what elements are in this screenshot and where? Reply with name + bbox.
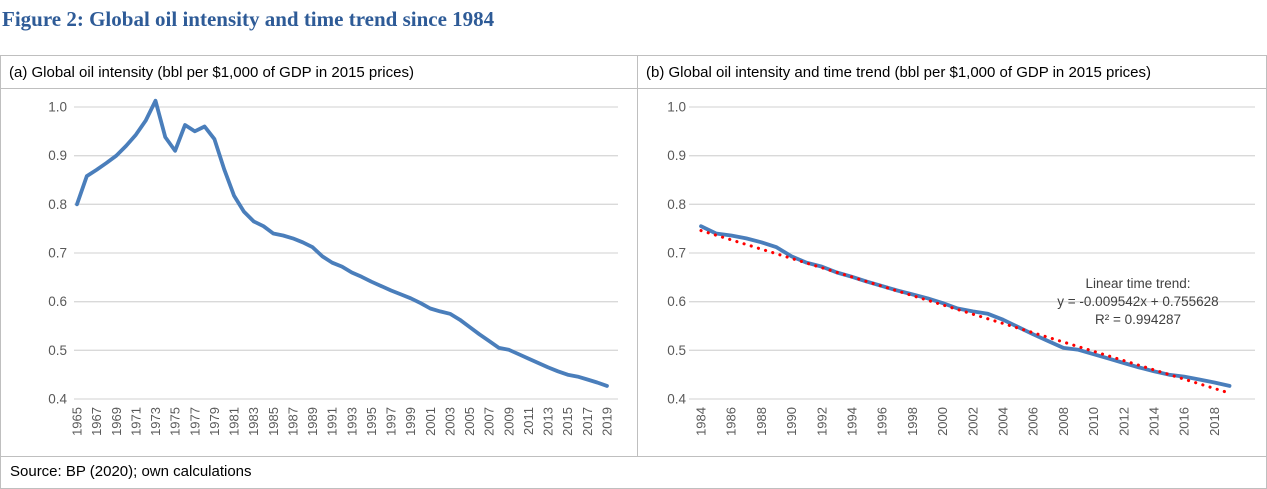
x-tick-label: 1999 (403, 407, 418, 436)
y-tick-label: 0.4 (48, 392, 67, 407)
x-tick-label: 2006 (1026, 407, 1041, 436)
chart-box: (a) Global oil intensity (bbl per $1,000… (0, 55, 1267, 489)
figure-title: Figure 2: Global oil intensity and time … (2, 7, 495, 31)
x-tick-label: 2007 (482, 407, 497, 436)
y-axis-labels: 1.0 0.9 0.8 0.7 0.6 0.5 0.4 (667, 100, 686, 407)
trend-annotation-line: R² = 0.994287 (1095, 312, 1181, 327)
x-tick-label: 1998 (905, 407, 920, 436)
x-tick-label: 1997 (384, 407, 399, 436)
x-tick-label: 1981 (227, 407, 242, 436)
x-tick-label: 1979 (207, 407, 222, 436)
trend-annotation: Linear time trend: y = -0.009542x + 0.755… (1057, 276, 1218, 327)
y-tick-label: 0.5 (48, 343, 67, 358)
x-tick-label: 2011 (521, 407, 536, 435)
x-tick-label: 2003 (442, 407, 457, 436)
x-tick-label: 1994 (845, 407, 860, 436)
y-tick-label: 0.4 (667, 392, 686, 407)
x-tick-label: 1986 (724, 407, 739, 436)
trend-annotation-line: y = -0.009542x + 0.755628 (1057, 294, 1218, 309)
source-note: Source: BP (2020); own calculations (1, 456, 1266, 487)
x-tick-label: 2005 (462, 407, 477, 436)
trend-line (699, 229, 1232, 395)
y-tick-label: 0.7 (48, 246, 67, 261)
x-tick-label: 1996 (875, 407, 890, 436)
y-tick-label: 0.8 (48, 197, 67, 212)
x-axis-labels: 1965 1967 1969 1971 1973 1975 1977 1979 1981 1983… (70, 407, 615, 436)
x-tick-label: 2018 (1207, 407, 1222, 436)
intensity-line (699, 224, 1232, 388)
panels-row: (a) Global oil intensity (bbl per $1,000… (1, 56, 1266, 456)
panel-a: (a) Global oil intensity (bbl per $1,000… (1, 56, 637, 456)
y-tick-label: 0.8 (667, 197, 686, 212)
intensity-line (75, 98, 609, 388)
x-tick-label: 2008 (1056, 407, 1071, 436)
panel-divider (637, 56, 638, 456)
x-tick-label: 2002 (965, 407, 980, 436)
y-tick-label: 1.0 (48, 100, 67, 115)
x-tick-label: 1969 (109, 407, 124, 436)
x-axis-labels: 1984 1986 1988 1990 1992 1994 1996 1998 2000 2002… (694, 407, 1222, 436)
panel-a-title: (a) Global oil intensity (bbl per $1,000… (1, 56, 637, 89)
x-tick-label: 1992 (814, 407, 829, 436)
x-tick-label: 1991 (325, 407, 340, 436)
x-tick-label: 1977 (187, 407, 202, 436)
x-tick-label: 2012 (1116, 407, 1131, 436)
x-tick-label: 2014 (1147, 407, 1162, 436)
x-tick-label: 2004 (996, 407, 1011, 436)
x-tick-label: 1973 (148, 407, 163, 436)
x-tick-label: 2019 (600, 407, 615, 436)
x-tick-label: 2000 (935, 407, 950, 436)
x-tick-label: 1988 (754, 407, 769, 436)
x-tick-label: 1989 (305, 407, 320, 436)
y-axis-labels: 1.0 0.9 0.8 0.7 0.6 0.5 0.4 (48, 100, 67, 407)
x-tick-label: 1965 (70, 407, 85, 436)
panel-b: (b) Global oil intensity and time trend … (638, 56, 1266, 456)
x-tick-label: 2016 (1177, 407, 1192, 436)
trend-annotation-line: Linear time trend: (1085, 276, 1190, 291)
x-tick-label: 1975 (168, 407, 183, 436)
x-tick-label: 1983 (246, 407, 261, 436)
gridlines (689, 106, 1255, 400)
x-tick-label: 2010 (1086, 407, 1101, 436)
y-tick-label: 1.0 (667, 100, 686, 115)
panel-b-title: (b) Global oil intensity and time trend … (638, 56, 1266, 89)
x-tick-label: 2009 (501, 407, 516, 436)
y-tick-label: 0.6 (667, 294, 686, 309)
x-tick-label: 1971 (128, 407, 143, 436)
x-tick-label: 2017 (580, 407, 595, 436)
y-tick-label: 0.7 (667, 246, 686, 261)
x-tick-label: 1993 (344, 407, 359, 436)
x-tick-label: 1995 (364, 407, 379, 436)
x-tick-label: 1984 (694, 407, 709, 436)
x-tick-label: 2015 (560, 407, 575, 436)
y-tick-label: 0.9 (667, 148, 686, 163)
y-tick-label: 0.5 (667, 343, 686, 358)
x-tick-label: 1985 (266, 407, 281, 436)
x-tick-label: 2013 (541, 407, 556, 436)
y-tick-label: 0.6 (48, 294, 67, 309)
y-tick-label: 0.9 (48, 148, 67, 163)
x-tick-label: 1967 (89, 407, 104, 436)
panel-b-chart: 1.0 0.9 0.8 0.7 0.6 0.5 0.4 1984 1986 1988 1990 199… (667, 100, 1255, 436)
x-tick-label: 1990 (784, 407, 799, 436)
gridlines (74, 106, 618, 400)
x-tick-label: 1987 (285, 407, 300, 436)
x-tick-label: 2001 (423, 407, 438, 436)
